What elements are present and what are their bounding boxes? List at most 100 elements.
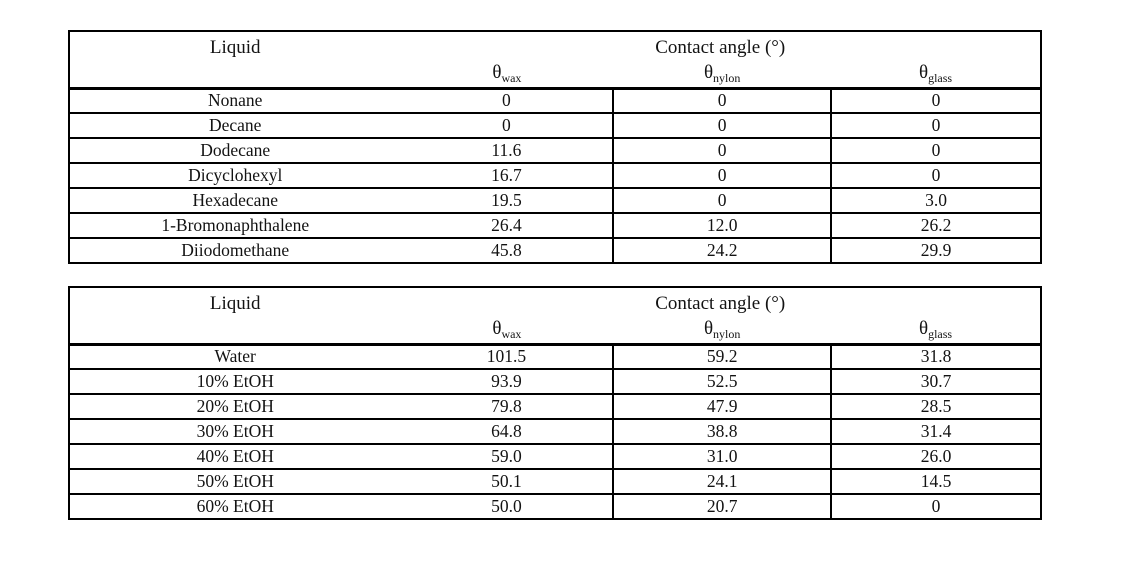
- nylon-angle-cell: 0: [612, 113, 832, 139]
- liquid-name-cell: Nonane: [69, 88, 401, 114]
- glass-angle-cell: 29.9: [830, 238, 1041, 264]
- theta-wax-header: θwax: [400, 317, 614, 346]
- theta-symbol: θ: [703, 62, 714, 84]
- theta-subscript: glass: [928, 327, 953, 342]
- table-row: 30% EtOH 64.8 38.8 31.4: [69, 419, 1041, 445]
- glass-angle-cell: 0: [830, 113, 1041, 139]
- table-row: Nonane 0 0 0: [69, 88, 1041, 114]
- table-body: Nonane 0 0 0 Decane 0 0 0 Dodecane 11.6 0 0 Dicycloh…: [69, 88, 1041, 264]
- theta-subscript: wax: [501, 71, 522, 86]
- theta-subscript: nylon: [713, 71, 741, 86]
- liquid-name-cell: Diiodomethane: [69, 238, 401, 264]
- nylon-angle-cell: 12.0: [612, 213, 832, 239]
- wax-angle-cell: 79.8: [400, 394, 614, 420]
- glass-angle-cell: 3.0: [830, 188, 1041, 214]
- theta-glass-header: θglass: [831, 61, 1041, 90]
- wax-angle-cell: 0: [400, 113, 614, 139]
- wax-angle-cell: 64.8: [400, 419, 614, 445]
- nylon-angle-cell: 24.2: [612, 238, 832, 264]
- theta-symbol: θ: [703, 318, 714, 340]
- liquid-name-cell: Dicyclohexyl: [69, 163, 401, 189]
- liquid-column-header: Liquid: [209, 293, 261, 314]
- table-body: Water 101.5 59.2 31.8 10% EtOH 93.9 52.5 30.7 20…: [69, 344, 1041, 520]
- table-row: 50% EtOH 50.1 24.1 14.5: [69, 469, 1041, 495]
- theta-symbol: θ: [492, 62, 502, 84]
- header-row-theta: θwax θnylon θglass: [69, 61, 1041, 90]
- nylon-angle-cell: 0: [612, 188, 832, 214]
- contact-angle-column-header: Contact angle (°): [655, 37, 786, 58]
- glass-angle-cell: 31.8: [830, 344, 1041, 370]
- glass-angle-cell: 28.5: [830, 394, 1041, 420]
- liquid-name-cell: 50% EtOH: [69, 469, 401, 495]
- liquid-name-cell: 10% EtOH: [69, 369, 401, 395]
- wax-angle-cell: 0: [400, 88, 614, 114]
- glass-angle-cell: 14.5: [830, 469, 1041, 495]
- table-row: Water 101.5 59.2 31.8: [69, 344, 1041, 370]
- theta-subscript: glass: [928, 71, 953, 86]
- wax-angle-cell: 19.5: [400, 188, 614, 214]
- table-header: Liquid Contact angle (°) θwax θnylon θgl…: [69, 287, 1041, 346]
- glass-angle-cell: 26.2: [830, 213, 1041, 239]
- liquid-name-cell: Water: [69, 344, 401, 370]
- theta-nylon-header: θnylon: [613, 61, 832, 90]
- liquid-column-header: Liquid: [209, 37, 261, 58]
- liquid-name-cell: Dodecane: [69, 138, 401, 164]
- table-row: 40% EtOH 59.0 31.0 26.0: [69, 444, 1041, 470]
- wax-angle-cell: 59.0: [400, 444, 614, 470]
- header-row-main: Liquid Contact angle (°): [69, 287, 1041, 317]
- liquid-name-cell: 40% EtOH: [69, 444, 401, 470]
- liquid-name-cell: 60% EtOH: [69, 494, 401, 520]
- header-row-theta: θwax θnylon θglass: [69, 317, 1041, 346]
- table-row: Dodecane 11.6 0 0: [69, 138, 1041, 164]
- table-row: Dicyclohexyl 16.7 0 0: [69, 163, 1041, 189]
- nylon-angle-cell: 52.5: [612, 369, 832, 395]
- glass-angle-cell: 0: [830, 494, 1041, 520]
- header-row-main: Liquid Contact angle (°): [69, 31, 1041, 61]
- glass-angle-cell: 26.0: [830, 444, 1041, 470]
- liquid-name-cell: 1-Bromonaphthalene: [69, 213, 401, 239]
- theta-nylon-header: θnylon: [613, 317, 832, 346]
- theta-symbol: θ: [918, 318, 929, 340]
- liquid-name-cell: 20% EtOH: [69, 394, 401, 420]
- theta-subscript: nylon: [713, 327, 741, 342]
- glass-angle-cell: 0: [830, 163, 1041, 189]
- glass-angle-cell: 0: [830, 138, 1041, 164]
- table-row: Hexadecane 19.5 0 3.0: [69, 188, 1041, 214]
- table-row: 1-Bromonaphthalene 26.4 12.0 26.2: [69, 213, 1041, 239]
- wax-angle-cell: 16.7: [400, 163, 614, 189]
- ethanol-solutions-contact-angle-table: Liquid Contact angle (°) θwax θnylon θgl…: [68, 286, 1042, 520]
- tables-container: Liquid Contact angle (°) θwax θnylon θgl…: [68, 30, 1042, 520]
- nylon-angle-cell: 24.1: [612, 469, 832, 495]
- empty-header-cell: [69, 317, 401, 346]
- nylon-angle-cell: 20.7: [612, 494, 832, 520]
- wax-angle-cell: 50.1: [400, 469, 614, 495]
- glass-angle-cell: 0: [830, 88, 1041, 114]
- nylon-angle-cell: 31.0: [612, 444, 832, 470]
- nylon-angle-cell: 38.8: [612, 419, 832, 445]
- table-row: Decane 0 0 0: [69, 113, 1041, 139]
- nylon-angle-cell: 0: [612, 163, 832, 189]
- theta-subscript: wax: [501, 327, 522, 342]
- nylon-angle-cell: 59.2: [612, 344, 832, 370]
- liquid-name-cell: Hexadecane: [69, 188, 401, 214]
- theta-symbol: θ: [492, 318, 502, 340]
- wax-angle-cell: 45.8: [400, 238, 614, 264]
- wax-angle-cell: 26.4: [400, 213, 614, 239]
- table-row: 60% EtOH 50.0 20.7 0: [69, 494, 1041, 520]
- empty-header-cell: [69, 61, 401, 90]
- liquid-name-cell: Decane: [69, 113, 401, 139]
- table-row: Diiodomethane 45.8 24.2 29.9: [69, 238, 1041, 264]
- wax-angle-cell: 93.9: [400, 369, 614, 395]
- wax-angle-cell: 101.5: [400, 344, 614, 370]
- nylon-angle-cell: 0: [612, 88, 832, 114]
- table-header: Liquid Contact angle (°) θwax θnylon θgl…: [69, 31, 1041, 90]
- pure-liquids-contact-angle-table: Liquid Contact angle (°) θwax θnylon θgl…: [68, 30, 1042, 264]
- contact-angle-column-header: Contact angle (°): [655, 293, 786, 314]
- theta-glass-header: θglass: [831, 317, 1041, 346]
- nylon-angle-cell: 47.9: [612, 394, 832, 420]
- nylon-angle-cell: 0: [612, 138, 832, 164]
- theta-symbol: θ: [918, 62, 929, 84]
- liquid-name-cell: 30% EtOH: [69, 419, 401, 445]
- glass-angle-cell: 31.4: [830, 419, 1041, 445]
